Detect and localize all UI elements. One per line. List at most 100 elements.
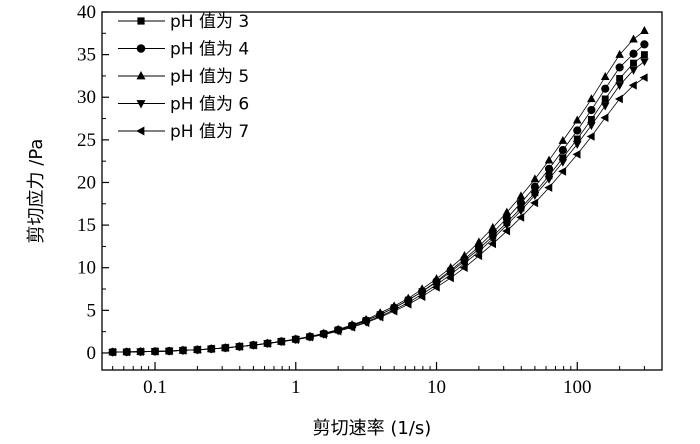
data-point [305,332,314,342]
data-point [544,164,554,173]
data-point [502,221,512,230]
legend-label: pH 值为 3 [170,12,249,32]
data-point [628,81,637,90]
legend-marker [136,44,146,53]
data-point [629,34,638,43]
y-tick-label: 35 [77,45,96,66]
data-point [639,73,648,82]
data-point [446,271,455,280]
legend-marker [136,71,146,80]
y-axis-title: 剪切应力 /Pa [26,139,47,244]
y-tick-label: 10 [77,258,96,279]
data-point [587,122,596,131]
data-point [276,337,285,347]
plot-border [101,11,663,371]
data-point [474,251,483,261]
y-tick-label: 15 [77,215,96,236]
data-point [558,146,567,155]
data-point [474,248,484,257]
data-point [150,347,159,356]
legend-label: pH 值为 6 [170,95,249,115]
data-point [558,158,568,167]
data-point [629,66,638,75]
data-point [192,345,201,355]
data-point [389,306,398,316]
legend-item: pH 值为 6 [118,95,249,115]
data-point [502,214,511,223]
data-point [319,330,327,339]
data-point [375,312,384,322]
legend: pH 值为 3 pH 值为 4 pH 值为 5 pH 值为 6 pH 值为 7 [118,12,249,142]
data-point [403,300,412,309]
y-tick-label: 25 [77,130,96,151]
data-point [107,347,116,357]
x-tick-label: 10 [427,377,446,398]
data-point [640,40,649,49]
legend-label: pH 值为 4 [170,40,249,60]
data-point [573,126,582,135]
legend-item: pH 值为 3 [118,12,249,32]
data-point [459,263,468,273]
legend-label: pH 值为 7 [170,122,249,142]
data-point [615,82,624,91]
data-point [474,237,484,246]
data-point [572,115,582,124]
data-point [502,207,512,216]
data-point [630,59,637,67]
data-point [558,135,568,144]
data-point [248,340,257,350]
data-point [488,239,496,249]
data-point [122,347,131,357]
data-point [417,292,426,301]
y-tick-label: 20 [77,172,96,193]
data-point [262,339,271,348]
data-point [615,49,624,58]
data-point [545,172,553,180]
data-point [640,58,649,67]
data-point [530,192,540,200]
data-point [640,51,648,59]
data-point [488,222,498,231]
data-point [558,167,567,176]
legend-marker [136,100,146,109]
data-point [616,75,624,82]
data-point [417,284,427,293]
series-line [112,44,645,353]
data-point [600,113,609,122]
data-point [601,84,610,93]
legend-marker [137,17,145,25]
legend-item: pH 值为 7 [118,122,249,142]
data-point [516,207,526,216]
legend-marker [136,126,145,136]
data-point [206,344,215,354]
series-layer [107,26,649,357]
data-point [347,323,356,332]
y-tick-label: 5 [87,300,97,321]
data-point [587,94,596,103]
x-axis-ticks: 0.1 1 10 100 [112,362,645,398]
data-point [544,155,554,164]
data-point [559,154,567,162]
x-axis-title: 剪切速率 (1/s) [313,418,432,439]
y-axis-ticks: 0 5 10 15 20 25 30 35 40 [77,2,109,364]
legend-item: pH 值为 4 [118,40,249,60]
data-point [544,175,554,184]
x-tick-label: 0.1 [143,377,167,398]
data-point [587,105,596,115]
data-point [432,274,441,283]
series-circle [108,40,649,357]
data-point [586,132,595,141]
data-point [600,72,610,81]
legend-label: pH 值为 5 [170,67,249,87]
data-point [516,198,526,208]
data-point [460,260,469,269]
data-point [361,318,370,327]
x-tick-label: 1 [291,377,301,398]
data-point [164,346,173,356]
data-point [502,226,511,236]
data-point [587,115,595,123]
data-point [629,49,638,58]
data-point [333,326,342,336]
data-point [516,191,526,200]
